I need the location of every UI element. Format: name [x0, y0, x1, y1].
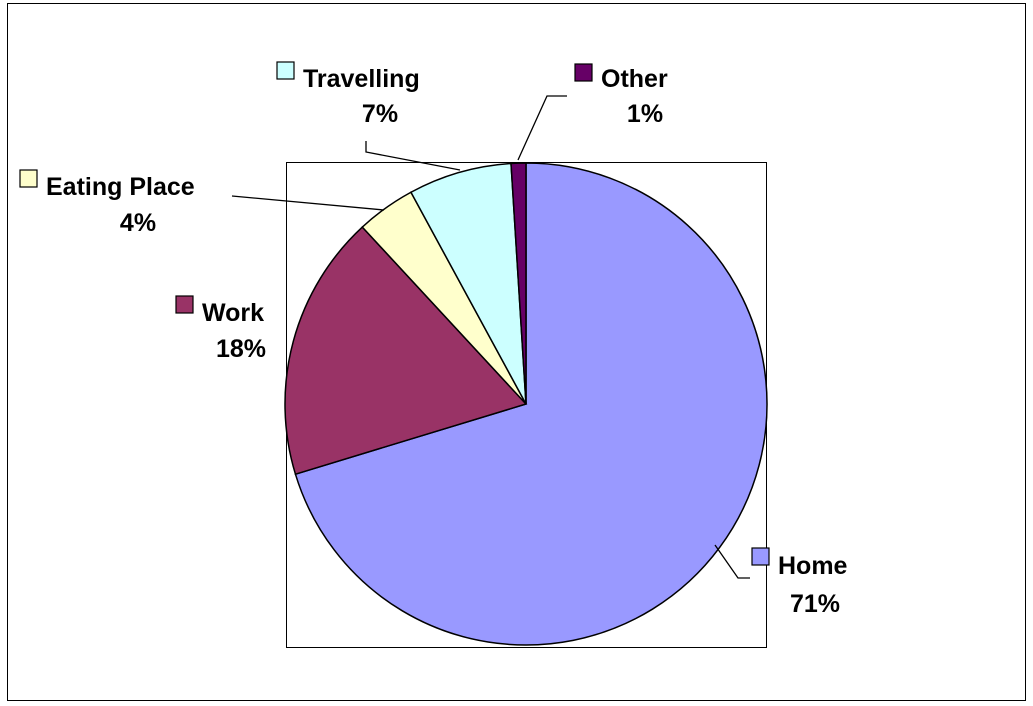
- slice-percent-eating-place: 4%: [120, 209, 156, 237]
- leader-line-travelling: [366, 141, 460, 170]
- legend-key-work: [176, 296, 193, 313]
- leader-line-home: [715, 545, 750, 578]
- slice-percent-travelling: 7%: [362, 100, 398, 128]
- legend-key-eating-place: [20, 170, 37, 187]
- slice-percent-work: 18%: [216, 335, 266, 363]
- legend-key-travelling: [277, 62, 294, 79]
- slice-label-work: Work: [202, 299, 264, 327]
- slice-label-travelling: Travelling: [303, 65, 420, 93]
- leader-line-other: [518, 96, 567, 160]
- slice-label-home: Home: [778, 552, 848, 580]
- slice-label-eating-place: Eating Place: [46, 173, 195, 201]
- leader-line-eating-place: [232, 196, 384, 210]
- slice-percent-home: 71%: [790, 590, 840, 618]
- legend-key-home: [752, 548, 769, 565]
- slice-label-other: Other: [601, 65, 668, 93]
- legend-key-other: [575, 64, 592, 81]
- slice-percent-other: 1%: [627, 100, 663, 128]
